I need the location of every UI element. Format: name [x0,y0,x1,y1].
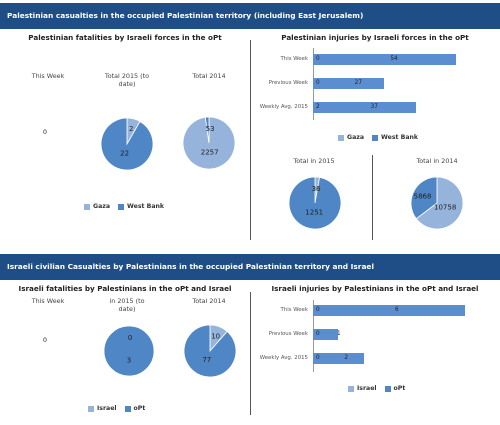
legend-swatch-west-bank [372,134,379,141]
isr-col-this-week: This Week [31,297,65,305]
pie-slice-west-bank [288,176,342,230]
pie-value-label-gaza: 2 [129,125,133,133]
bar-category-label: This Week [280,56,309,62]
bar-category-label: This Week [280,307,309,313]
pal-fatalities-title: Palestinian fatalities by Israeli forces… [28,33,222,42]
bar-value-opt: 6 [395,307,399,313]
legend-swatch-gaza [84,203,90,210]
pie-value-label-opt: 77 [202,356,211,364]
isr-col-in-2015: in 2015 (to date) [109,297,145,313]
bar-category-label: Previous Week [268,80,308,86]
legend-label-israel: Israel [357,385,377,392]
bar-value-israel: 0 [316,307,320,313]
bar-west-bank [313,102,417,113]
bar-value-opt: 2 [344,355,349,361]
section2-banner: Israeli civilian Casualties by Palestini… [0,254,500,280]
section2-divider [250,292,251,415]
bar-value-west-bank: 37 [370,104,378,110]
legend-label-west-bank: West Bank [381,134,419,141]
legend-swatch-israel [348,385,354,392]
bar-value-gaza: 0 [316,80,320,86]
legend-label-opt: oPt [133,405,146,412]
pie-value-label-west-bank: 1251 [305,209,323,217]
pie-value-label-opt: 3 [127,356,131,364]
legend-swatch-gaza [338,134,344,141]
pie-value-label-israel: 0 [128,334,132,342]
legend-swatch-west-bank [118,203,125,210]
legend-swatch-israel [88,405,94,412]
section1-banner: Palestinian casualties in the occupied P… [0,3,500,29]
pal-inj-total-2014-label: Total in 2014 [416,157,458,165]
isr-fatalities-legend: Israel oPt [88,405,153,412]
bar-opt [313,329,339,340]
isr-this-week-value: 0 [43,337,47,344]
bar-value-israel: 0 [316,355,320,361]
legend-label-opt: oPt [393,385,406,392]
pie-value-label-west-bank: 22 [120,149,129,157]
pal-this-week-value: 0 [43,129,47,136]
bar-value-israel: 0 [316,331,320,337]
bar-value-gaza: 2 [316,104,320,110]
pal-col-this-week: This Week [31,72,65,80]
isr-injuries-title: Israeli injuries by Palestinians in the … [271,284,479,293]
pie-slice-west-bank [100,117,154,171]
bar-category-label: Weekly Avg. 2015 [259,104,308,110]
pie-slice-west-bank [204,116,210,144]
bar-opt [313,305,465,316]
bar-value-gaza: 0 [316,56,320,62]
bar-category-label: Weekly Avg. 2015 [259,355,308,361]
legend-swatch-opt [384,385,391,392]
isr-fatalities-2014-pie: 10 77 [183,324,237,378]
pal-inj-total-2015-label: Total in 2015 [293,157,335,165]
pie-value-label-israel: 10 [211,332,220,340]
isr-fatalities-2015-pie: 03 [103,325,155,377]
bar-opt [313,353,364,364]
pal-injuries-divider [372,155,373,240]
pie-slice-opt [103,325,155,377]
bar-value-west-bank: 54 [390,56,398,62]
legend-label-gaza: Gaza [93,203,111,210]
legend-label-west-bank: West Bank [127,203,165,210]
pie-slice-west-bank [410,176,438,220]
pie-slice-gaza [415,176,464,230]
section1-divider [250,40,251,240]
pal-fatalities-2014-pie: 2257 53 [182,116,236,170]
pal-injuries-title: Palestinian injuries by Israeli forces i… [281,33,469,42]
isr-fatalities-title: Israeli fatalities by Palestinians in th… [18,284,232,293]
isr-col-total-2014: Total 2014 [192,297,226,305]
bar-value-west-bank: 27 [354,80,363,86]
pie-value-label-west-bank: 53 [206,125,215,133]
pal-col-total-2014: Total 2014 [192,72,226,80]
pal-fatalities-2015-pie: 222 [100,117,154,171]
pie-value-label-gaza: 2257 [201,149,219,157]
pal-fatalities-legend: Gaza West Bank [84,203,172,210]
pal-col-total-2015: Total 2015 (to date) [104,72,150,88]
bar-value-opt: 1 [337,331,341,337]
legend-swatch-opt [124,405,131,412]
bar-west-bank [313,78,385,89]
bar-west-bank [313,54,456,65]
isr-injuries-legend: Israel oPt [348,385,413,392]
pal-injuries-legend: Gaza West Bank [338,134,426,141]
pie-value-label-west-bank: 5868 [414,192,432,200]
bar-category-label: Previous Week [268,331,308,337]
pie-value-label-gaza: 10758 [434,204,456,212]
pie-slice-opt [183,324,237,378]
pie-value-label-gaza: 36 [312,185,321,193]
legend-label-israel: Israel [97,405,117,412]
legend-label-gaza: Gaza [347,134,365,141]
pal-injuries-2015-pie: 36 1251 [288,176,342,230]
